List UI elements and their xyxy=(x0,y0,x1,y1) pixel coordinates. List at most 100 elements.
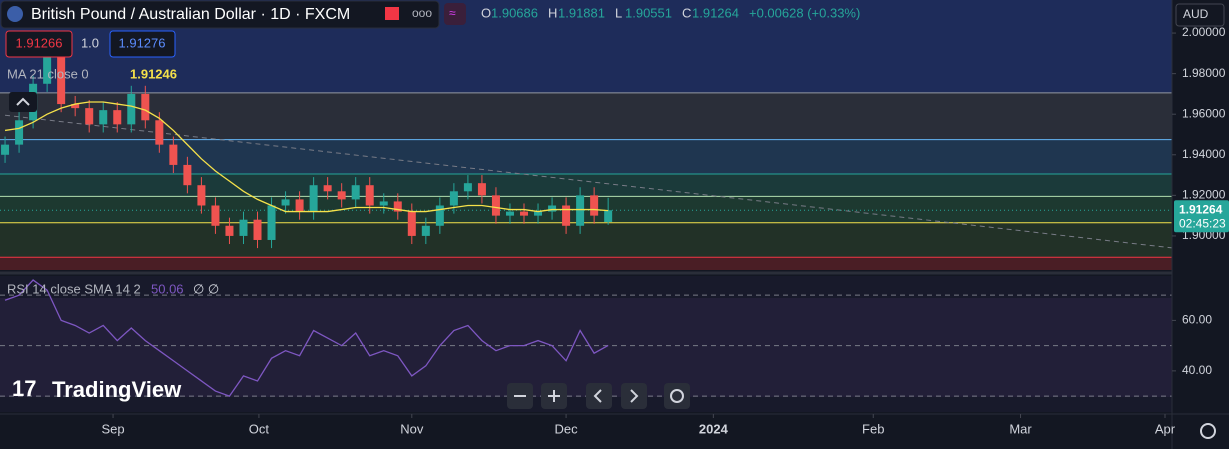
candle-body xyxy=(281,199,290,206)
candle-body xyxy=(197,185,206,206)
y-tick-label: 2.00000 xyxy=(1182,25,1226,39)
ohlc-value: 1.90551 xyxy=(625,5,672,20)
candle-body xyxy=(253,219,262,240)
candle-body xyxy=(1,144,10,155)
candle-body xyxy=(477,183,486,196)
candle-body xyxy=(379,201,388,206)
ma-legend: MA 21 close 0 xyxy=(7,66,89,81)
candle-body xyxy=(421,225,430,236)
buy-button[interactable] xyxy=(109,30,176,58)
rsi-tick-label: 60.00 xyxy=(1182,313,1212,327)
candle-body xyxy=(393,201,402,212)
candle-body xyxy=(155,120,164,145)
ma-line xyxy=(4,101,609,213)
trend-line xyxy=(4,114,1173,249)
sell-price: 1.91266 xyxy=(16,35,63,50)
x-tick-label: Oct xyxy=(249,421,270,436)
currency: AUD xyxy=(1183,7,1209,21)
candle-body xyxy=(225,225,234,236)
candle-body xyxy=(365,185,374,206)
more-icon[interactable]: ooo xyxy=(412,6,432,20)
scroll-right[interactable] xyxy=(621,383,647,409)
scroll-left[interactable] xyxy=(586,383,612,409)
symbol-title: British Pound / Australian Dollar · 1D ·… xyxy=(31,6,350,23)
ohlc-label: O xyxy=(481,5,491,20)
rsi-band xyxy=(0,298,1172,397)
level-band xyxy=(0,257,1172,270)
candle-body xyxy=(211,205,220,226)
candle-body xyxy=(239,219,248,236)
candle-body xyxy=(576,195,585,226)
y-tick-label: 1.96000 xyxy=(1182,106,1226,120)
rsi-tick-label: 40.00 xyxy=(1182,363,1212,377)
candle-body xyxy=(407,211,416,236)
flag-icon xyxy=(7,6,23,22)
candle-body xyxy=(71,104,80,109)
candle-body xyxy=(169,144,178,165)
candle-body xyxy=(57,53,66,105)
mark-layer xyxy=(0,45,1173,397)
rsi-extra: ∅ ∅ xyxy=(193,281,219,296)
right-icon xyxy=(630,389,639,403)
ma-value: 1.91246 xyxy=(130,66,177,81)
candle-body xyxy=(113,110,122,125)
x-tick-label: Nov xyxy=(400,421,424,436)
x-tick-label: Dec xyxy=(555,421,579,436)
candle-body xyxy=(505,211,514,216)
rsi-line xyxy=(4,279,609,397)
y-tick-label: 1.92000 xyxy=(1182,188,1226,202)
candle-body xyxy=(604,210,613,223)
under-layer xyxy=(0,92,1172,397)
candle-body xyxy=(520,211,529,216)
level-band xyxy=(0,174,1172,197)
indicator-icon[interactable] xyxy=(444,3,466,25)
ohlc-label: H xyxy=(548,5,557,20)
watermark: TradingView xyxy=(52,377,182,402)
ohlc-label: C xyxy=(682,5,691,20)
candle-body xyxy=(267,205,276,240)
currency-box[interactable] xyxy=(1175,3,1225,27)
candle-body xyxy=(562,205,571,226)
logo-mark: 17 xyxy=(12,376,36,401)
candle-body xyxy=(99,110,108,125)
y-tick-label: 1.94000 xyxy=(1182,147,1226,161)
candle-body xyxy=(127,93,136,125)
indicator-glyph: ≈ xyxy=(449,6,456,20)
candle-body xyxy=(309,185,318,212)
rsi-legend: RSI 14 close SMA 14 2 xyxy=(7,281,141,296)
countdown: 02:45:23 xyxy=(1179,216,1226,230)
candle-body xyxy=(449,191,458,206)
collapse-icon xyxy=(16,97,30,106)
change: +0.00628 (+0.33%) xyxy=(749,5,860,20)
candle-body xyxy=(323,185,332,192)
candle-body xyxy=(534,211,543,216)
y-tick-label: 1.98000 xyxy=(1182,66,1226,80)
ohlc-value: 1.90686 xyxy=(491,5,538,20)
reset-icon xyxy=(670,389,684,403)
settings-icon[interactable] xyxy=(1200,423,1216,439)
candle-body xyxy=(463,183,472,192)
x-tick-label: Sep xyxy=(101,421,124,436)
candle-body xyxy=(548,205,557,212)
flag-button[interactable] xyxy=(385,7,399,20)
rsi-value: 50.06 xyxy=(151,281,184,296)
candle-body xyxy=(295,199,304,212)
candle-body xyxy=(590,195,599,216)
level-band xyxy=(0,139,1172,175)
symbol-box[interactable] xyxy=(0,0,440,29)
x-tick-label: Feb xyxy=(862,421,884,436)
sell-button[interactable] xyxy=(5,30,73,58)
reset-button[interactable] xyxy=(664,383,690,409)
x-tick-label: Apr xyxy=(1155,421,1176,436)
ohlc-label: L xyxy=(615,5,622,20)
plus-icon xyxy=(548,390,560,402)
left-icon xyxy=(593,389,602,403)
candle-body xyxy=(491,195,500,216)
quantity[interactable]: 1.0 xyxy=(81,35,99,50)
candle-body xyxy=(141,93,150,121)
ohlc-value: 1.91264 xyxy=(692,5,739,20)
collapse-button[interactable] xyxy=(9,92,37,112)
x-tick-label: Mar xyxy=(1009,421,1032,436)
